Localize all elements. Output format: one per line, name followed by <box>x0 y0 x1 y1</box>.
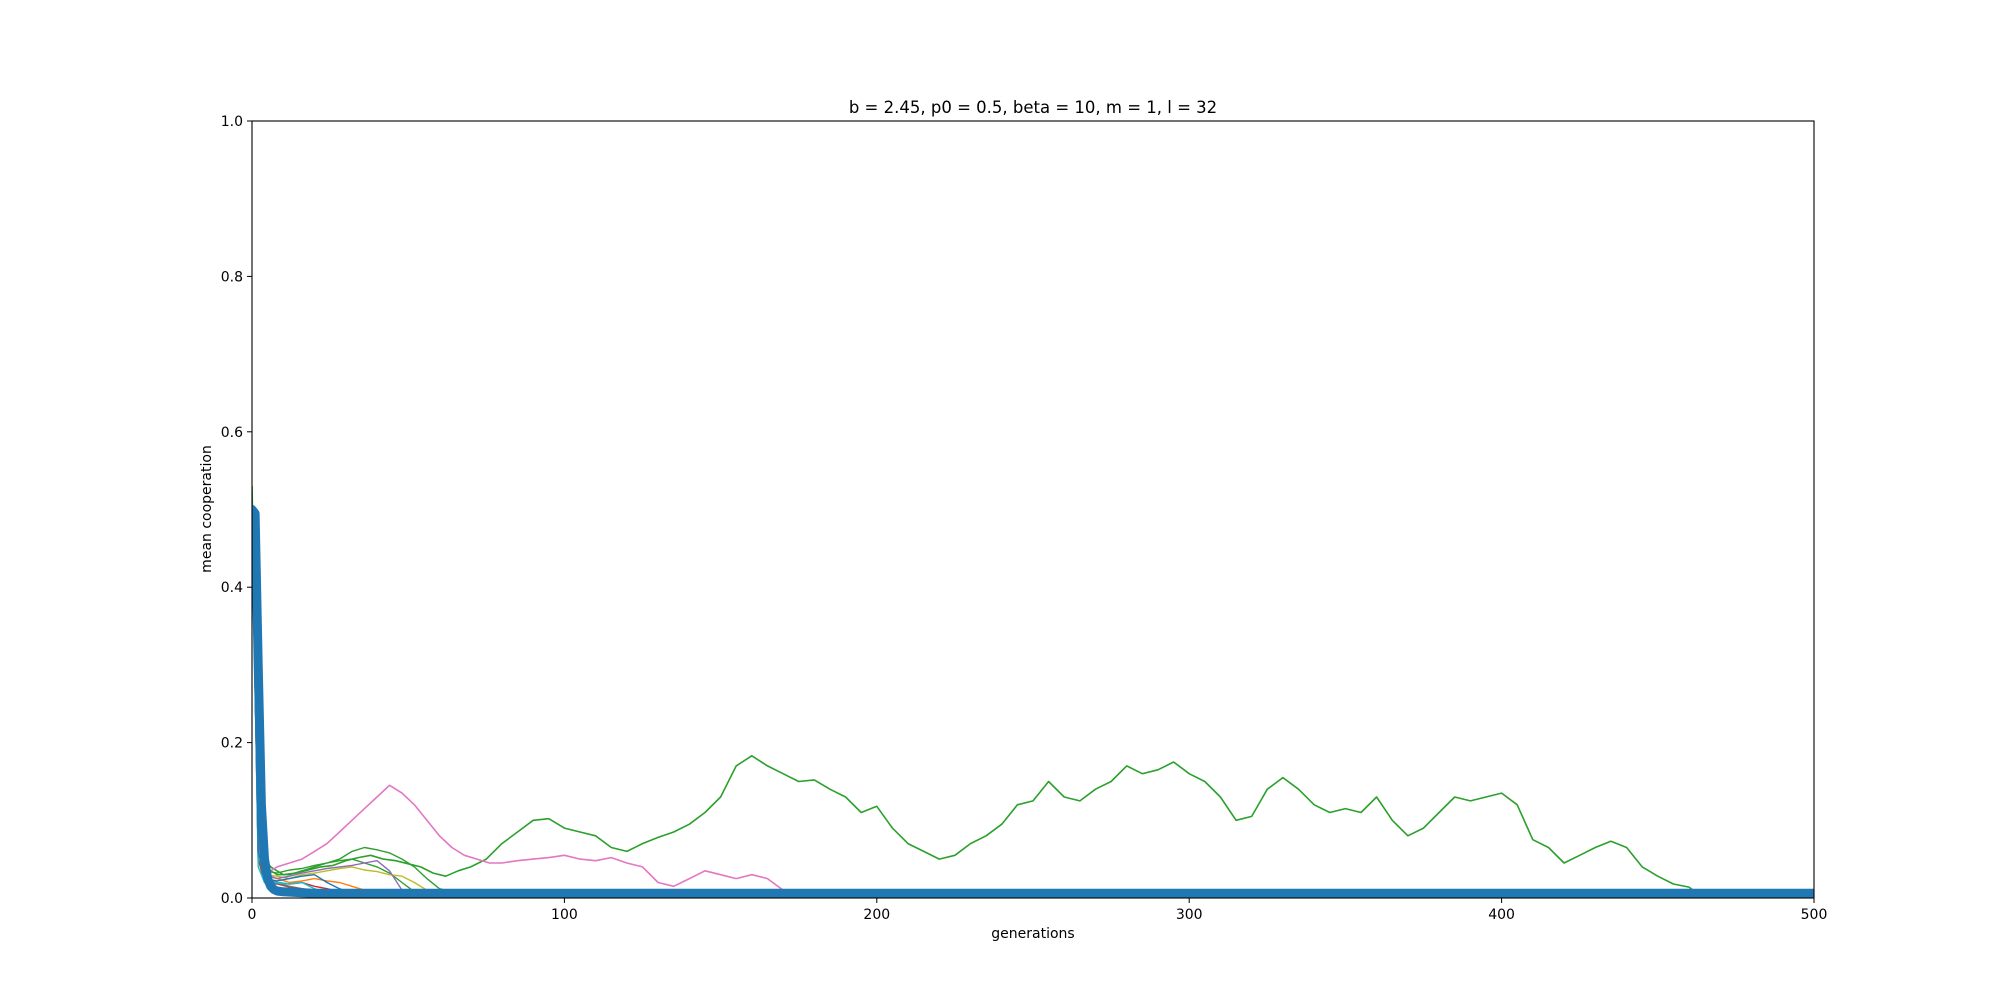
series-line-10 <box>252 508 328 895</box>
y-axis-label: mean cooperation <box>199 445 215 573</box>
x-axis-label: generations <box>991 926 1074 942</box>
chart-title: b = 2.45, p0 = 0.5, beta = 10, m = 1, l … <box>849 98 1217 117</box>
y-tick-label: 0.8 <box>221 269 243 285</box>
y-tick-label: 1.0 <box>221 114 243 130</box>
series-line-0 <box>252 485 1697 893</box>
series-layer <box>252 485 1814 898</box>
series-line-1 <box>252 508 784 892</box>
y-tick-label: 0.2 <box>221 736 243 752</box>
y-tick-label: 0.4 <box>221 580 243 596</box>
plot-frame <box>251 120 1815 899</box>
y-tick-label: 0.6 <box>221 425 243 441</box>
x-tick-label: 400 <box>1488 907 1515 923</box>
x-tick-label: 300 <box>1176 907 1203 923</box>
x-tick-label: 500 <box>1801 907 1828 923</box>
y-tick-label: 0.0 <box>221 891 243 907</box>
x-tick-label: 100 <box>551 907 578 923</box>
x-tick-label: 0 <box>248 907 257 923</box>
series-line-12 <box>252 505 1814 898</box>
y-axis: 0.0 0.2 0.4 0.6 0.8 1.0 <box>221 114 252 907</box>
x-tick-label: 200 <box>863 907 890 923</box>
x-axis: 0 100 200 300 400 500 <box>248 898 1828 923</box>
